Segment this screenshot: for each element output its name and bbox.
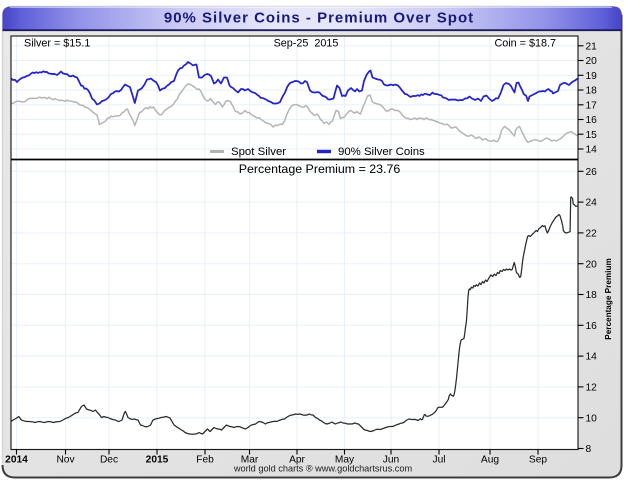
svg-text:Apr: Apr — [289, 455, 305, 466]
svg-text:Nov: Nov — [56, 455, 75, 466]
svg-text:Percentage Premium = 23.76: Percentage Premium = 23.76 — [239, 162, 401, 176]
svg-text:10: 10 — [586, 413, 598, 424]
svg-text:12: 12 — [586, 383, 598, 394]
svg-text:90% Silver Coins: 90% Silver Coins — [338, 146, 425, 158]
svg-text:Sep-25 2015: Sep-25 2015 — [274, 38, 339, 50]
svg-text:24: 24 — [586, 198, 598, 209]
svg-text:Dec: Dec — [100, 455, 118, 466]
svg-text:20: 20 — [586, 259, 598, 270]
svg-text:21: 21 — [586, 41, 598, 52]
svg-text:Silver = $15.1: Silver = $15.1 — [24, 38, 90, 50]
svg-text:14: 14 — [586, 145, 598, 156]
svg-text:Feb: Feb — [196, 455, 214, 466]
svg-text:16: 16 — [586, 115, 598, 126]
svg-text:26: 26 — [586, 167, 598, 178]
svg-text:2014: 2014 — [5, 455, 28, 466]
svg-text:14: 14 — [586, 352, 598, 363]
svg-text:Percentage Premium: Percentage Premium — [604, 258, 613, 339]
svg-text:2015: 2015 — [146, 455, 169, 466]
svg-text:Spot Silver: Spot Silver — [231, 146, 286, 158]
svg-text:15: 15 — [586, 130, 598, 141]
svg-text:Sep: Sep — [529, 455, 547, 466]
svg-text:Mar: Mar — [241, 455, 259, 466]
svg-text:Coin = $18.7: Coin = $18.7 — [494, 38, 556, 50]
svg-text:20: 20 — [586, 56, 598, 67]
svg-text:16: 16 — [586, 321, 598, 332]
svg-text:world gold charts ® www.goldch: world gold charts ® www.goldchartsrus.co… — [233, 464, 413, 474]
svg-text:Jun: Jun — [383, 455, 399, 466]
svg-text:18: 18 — [586, 290, 598, 301]
svg-text:19: 19 — [586, 71, 598, 82]
svg-text:Jul: Jul — [432, 455, 445, 466]
svg-text:8: 8 — [586, 444, 592, 455]
svg-text:22: 22 — [586, 229, 598, 240]
svg-text:90% Silver Coins - Premium Ove: 90% Silver Coins - Premium Over Spot — [164, 10, 474, 27]
svg-text:Aug: Aug — [481, 455, 499, 466]
svg-text:18: 18 — [586, 86, 598, 97]
svg-text:May: May — [335, 455, 355, 466]
svg-text:17: 17 — [586, 100, 598, 111]
